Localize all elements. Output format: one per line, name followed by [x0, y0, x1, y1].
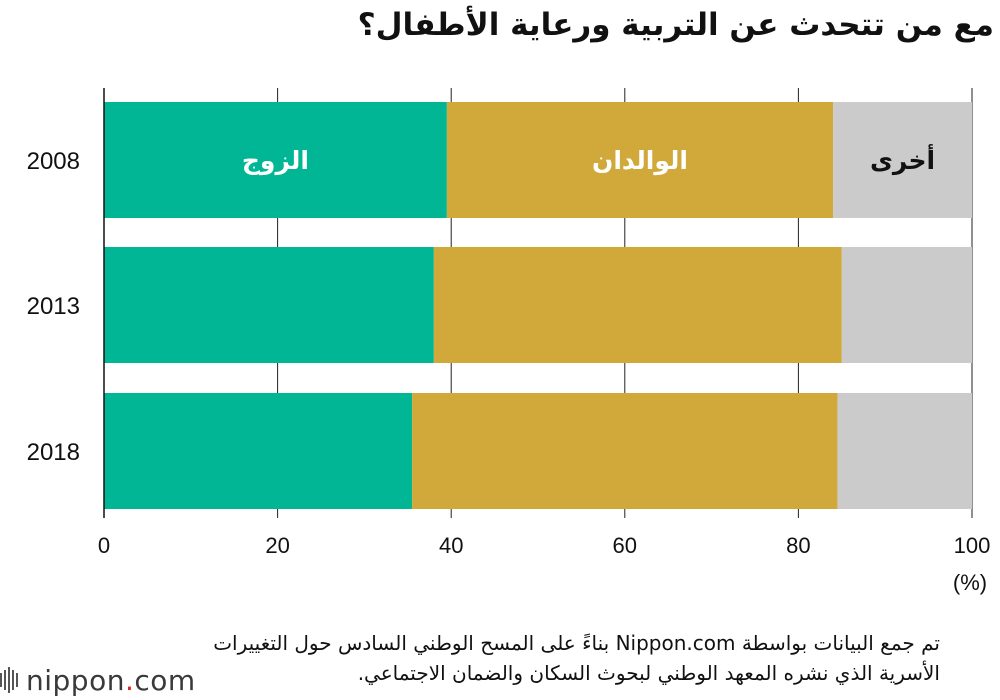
- x-tick-label-60: 60: [613, 533, 637, 558]
- bar-other-2008: [833, 102, 972, 218]
- series-label-parents: الوالدان: [592, 146, 688, 176]
- source-note: تم جمع البيانات بواسطة Nippon.com بناءً …: [213, 631, 940, 685]
- bar-other-2018: [837, 393, 972, 509]
- category-label-2013: 2013: [27, 293, 80, 320]
- chart-title: مع من تتحدث عن التربية ورعاية الأطفال؟: [357, 7, 994, 43]
- nippon-logo: nippon.com: [0, 660, 196, 700]
- logo-bars-icon: [0, 667, 18, 693]
- bar-parents-2018: [412, 393, 838, 509]
- stacked-bar-chart: الزوج الوالدان أخرى 2008 2013 2018 0 20 40 60 80 10…: [27, 88, 991, 595]
- logo-tld: com: [134, 663, 196, 697]
- x-tick-label-40: 40: [439, 533, 463, 558]
- logo-dot: .: [124, 663, 135, 697]
- bar-parents-2013: [433, 247, 842, 363]
- category-label-2008: 2008: [27, 148, 80, 175]
- x-tick-label-80: 80: [786, 533, 810, 558]
- x-tick-label-0: 0: [98, 533, 110, 558]
- logo-name: nippon: [26, 663, 125, 697]
- bar-spouse-2013: [104, 247, 434, 363]
- bar-parents-2008: [446, 102, 834, 218]
- series-label-other: أخرى: [870, 144, 935, 176]
- footer: تم جمع البيانات بواسطة Nippon.com بناءً …: [0, 620, 1000, 700]
- category-label-2018: 2018: [27, 439, 80, 466]
- x-tick-label-20: 20: [265, 533, 289, 558]
- series-label-spouse: الزوج: [242, 146, 309, 176]
- x-unit-label: (%): [953, 570, 987, 595]
- bar-spouse-2018: [104, 393, 413, 509]
- x-tick-label-100: 100: [954, 533, 991, 558]
- bar-other-2013: [841, 247, 972, 363]
- bar-spouse-2008: [104, 102, 447, 218]
